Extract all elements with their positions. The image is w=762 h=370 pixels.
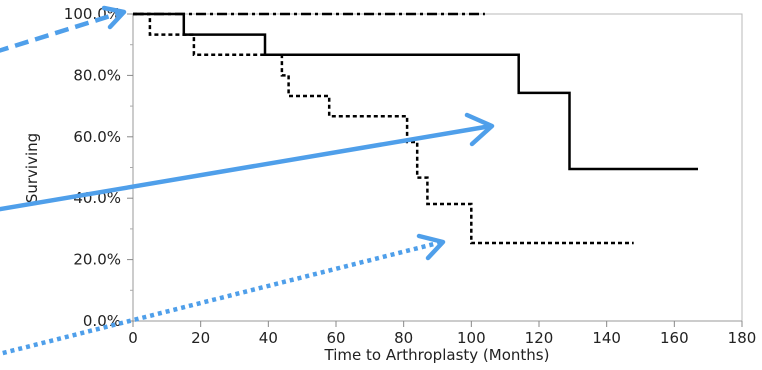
y-axis-title: Surviving — [23, 133, 41, 203]
annotation-arrows — [0, 5, 495, 357]
x-tick-label: 0 — [128, 329, 138, 347]
x-tick-label: 60 — [326, 329, 345, 347]
annotation-arrow-dotted — [0, 239, 443, 357]
x-axis-ticks: 0 20 40 60 80 100 120 140 160 180 — [128, 321, 756, 347]
x-tick-label: 20 — [191, 329, 210, 347]
survival-curve-solid — [133, 12, 698, 171]
x-axis-title: Time to Arthroplasty (Months) — [324, 346, 550, 364]
x-tick-label: 120 — [525, 329, 554, 347]
annotation-arrow-dashed — [0, 9, 124, 53]
y-tick-label: 20.0% — [73, 251, 121, 269]
x-tick-label: 140 — [592, 329, 621, 347]
y-tick-label: 0.0% — [83, 312, 121, 330]
x-tick-label: 100 — [457, 329, 486, 347]
x-tick-label: 160 — [660, 329, 689, 347]
arrowhead — [416, 233, 446, 261]
plot-area — [132, 13, 743, 322]
arrowhead — [464, 112, 495, 147]
x-tick-label: 180 — [728, 329, 757, 347]
arrowhead — [101, 5, 127, 30]
y-tick-label: 80.0% — [73, 66, 121, 84]
survival-curves — [133, 12, 698, 245]
x-tick-label: 40 — [259, 329, 278, 347]
survival-curve-dotted — [133, 12, 634, 245]
y-tick-label: 60.0% — [73, 128, 121, 146]
annotation-arrow-solid — [0, 123, 492, 212]
y-axis-ticks: 0.0%20.0%40.0%60.0%80.0%100.0% — [64, 5, 133, 330]
x-tick-label: 80 — [394, 329, 413, 347]
